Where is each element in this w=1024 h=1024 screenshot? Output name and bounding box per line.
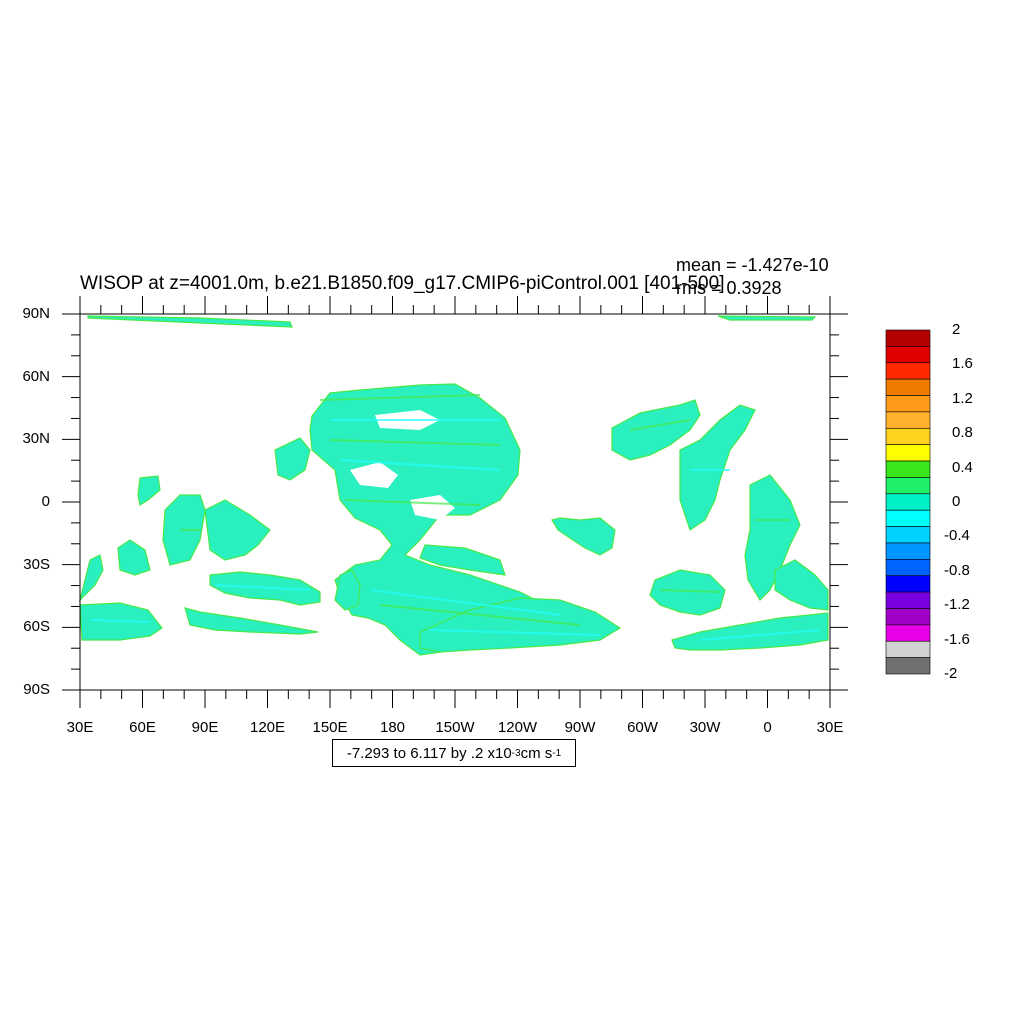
atlantic-south [649, 569, 726, 616]
colorbar-label: -0.4 [944, 527, 970, 545]
longitude-label: 0 [763, 719, 772, 736]
longitude-label: 90W [564, 719, 596, 736]
red-sea-area [137, 475, 161, 506]
field-streak [89, 619, 151, 623]
contour-info-unit: cm s [520, 744, 553, 762]
longitude-label: 120E [249, 719, 286, 736]
colorbar-swatch [885, 378, 931, 396]
field-streak [344, 499, 481, 506]
field-streak [369, 589, 561, 616]
rms-value: rms = 0.3928 [676, 278, 782, 298]
colorbar-swatch [885, 591, 931, 609]
longitude-label: 120W [497, 719, 538, 736]
field-streak [379, 604, 581, 626]
field-streak [329, 439, 501, 446]
contour-info-box: -7.293 to 6.117 by .2 x10 -3 cm s -1 [332, 739, 576, 767]
atlantic-se [774, 559, 829, 611]
longitude-label: 60W [627, 719, 658, 736]
arctic-atlantic-strip [717, 315, 817, 321]
field-streak [699, 629, 821, 641]
field-streak [214, 584, 311, 591]
colorbar-swatch [885, 624, 931, 642]
colorbar-label: 2 [952, 321, 961, 338]
latitude-label: 90S [23, 681, 50, 698]
field-streak [659, 589, 721, 593]
colorbar-swatch [885, 346, 931, 364]
longitude-label: 30E [816, 719, 844, 736]
colorbar-swatch [885, 329, 931, 347]
colorbar-label: 0.8 [952, 424, 973, 442]
southern-ocean-atlantic [671, 612, 829, 651]
colorbar-swatch [885, 362, 931, 380]
indian-south-2 [334, 569, 361, 611]
contour-info-prefix: -7.293 to 6.117 by .2 x10 [346, 744, 512, 762]
colorbar-label: -0.8 [944, 561, 970, 579]
east-pacific-small [551, 517, 616, 556]
latitude-label: 30S [23, 555, 50, 573]
colorbar-swatch [885, 559, 931, 577]
plot-title: WISOP at z=4001.0m, b.e21.B1850.f09_g17.… [80, 273, 725, 294]
colorbar-label: 0.4 [952, 458, 973, 476]
field-streak [339, 459, 501, 471]
colorbar-label: -1.2 [944, 596, 970, 614]
colorbar-label: -1.6 [944, 630, 970, 648]
contour-info-exponent: -3 [511, 747, 521, 759]
colorbar-label: 0 [952, 493, 961, 510]
colorbar-swatch [885, 526, 931, 544]
colorbar-label: -2 [944, 665, 958, 682]
longitude-label: 90E [191, 719, 219, 736]
latitude-label: 60N [22, 367, 50, 385]
colorbar-swatch [885, 444, 931, 462]
pacific-hole-3 [410, 495, 455, 520]
ocean-field [78, 315, 829, 656]
colorbar [885, 329, 931, 675]
colorbar-swatch [885, 575, 931, 593]
mean-value: mean = -1.427e-10 [676, 255, 829, 275]
latitude-label: 0 [41, 493, 50, 510]
latitude-label: 60S [23, 618, 50, 636]
arabian-sea [117, 539, 151, 576]
colorbar-swatch [885, 477, 931, 495]
longitude-label: 180 [379, 719, 406, 736]
colorbar-label: 1.2 [952, 389, 973, 407]
contour-info-unit-exponent: -1 [552, 747, 562, 759]
pacific-hole-2 [350, 462, 398, 488]
map-axes [62, 296, 848, 708]
colorbar-label: 1.6 [952, 355, 973, 373]
latitude-label: 90N [22, 305, 50, 322]
field-streak [429, 629, 601, 636]
colorbar-swatch [885, 542, 931, 560]
longitude-label: 150W [435, 719, 475, 736]
southern-ocean-indian [184, 607, 319, 635]
north-pacific-east-arm [419, 544, 506, 576]
indian-ocean-east [204, 499, 271, 561]
colorbar-swatch [885, 657, 931, 675]
colorbar-swatch [885, 395, 931, 413]
longitude-label: 60E [129, 719, 156, 736]
field-streak [319, 394, 481, 401]
colorbar-swatch [885, 640, 931, 658]
longitude-label: 30W [689, 719, 721, 736]
atlantic-mid [679, 404, 756, 531]
latitude-label: 30N [22, 430, 50, 448]
longitude-label: 150E [312, 719, 348, 736]
arctic-pacific-strip [87, 315, 293, 328]
atlantic-north [611, 399, 701, 461]
south-pacific [419, 597, 622, 653]
colorbar-swatch [885, 509, 931, 527]
longitude-label: 30E [66, 719, 94, 736]
colorbar-swatch [885, 427, 931, 445]
australia-north [274, 437, 311, 481]
colorbar-swatch [885, 493, 931, 511]
field-streak [629, 419, 691, 431]
colorbar-swatch [885, 460, 931, 478]
colorbar-swatch [885, 411, 931, 429]
colorbar-swatch [885, 608, 931, 626]
